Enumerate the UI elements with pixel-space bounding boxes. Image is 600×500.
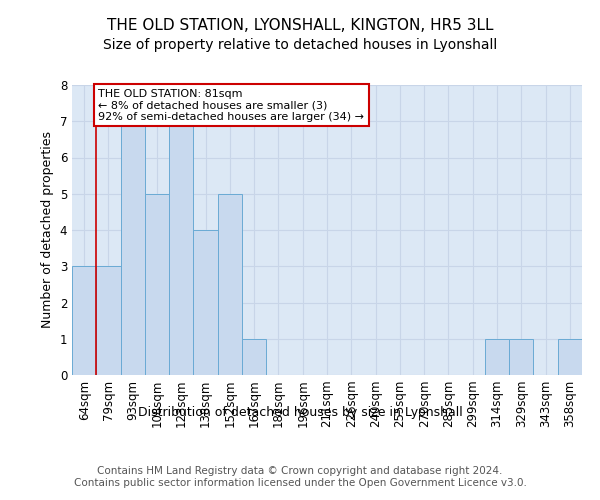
Text: THE OLD STATION: 81sqm
← 8% of detached houses are smaller (3)
92% of semi-detac: THE OLD STATION: 81sqm ← 8% of detached … — [98, 88, 364, 122]
Y-axis label: Number of detached properties: Number of detached properties — [41, 132, 54, 328]
Bar — [485, 339, 509, 375]
Bar — [145, 194, 169, 375]
Text: Distribution of detached houses by size in Lyonshall: Distribution of detached houses by size … — [137, 406, 463, 419]
Bar — [193, 230, 218, 375]
Text: Size of property relative to detached houses in Lyonshall: Size of property relative to detached ho… — [103, 38, 497, 52]
Text: THE OLD STATION, LYONSHALL, KINGTON, HR5 3LL: THE OLD STATION, LYONSHALL, KINGTON, HR5… — [107, 18, 493, 32]
Bar — [96, 266, 121, 375]
Bar — [218, 194, 242, 375]
Bar — [169, 121, 193, 375]
Bar — [121, 121, 145, 375]
Bar — [558, 339, 582, 375]
Bar — [72, 266, 96, 375]
Text: Contains HM Land Registry data © Crown copyright and database right 2024.
Contai: Contains HM Land Registry data © Crown c… — [74, 466, 526, 487]
Bar — [509, 339, 533, 375]
Bar — [242, 339, 266, 375]
